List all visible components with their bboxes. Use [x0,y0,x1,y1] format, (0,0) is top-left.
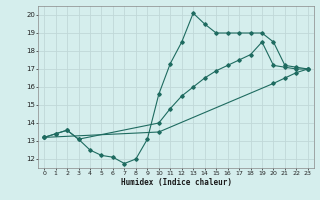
X-axis label: Humidex (Indice chaleur): Humidex (Indice chaleur) [121,178,231,187]
